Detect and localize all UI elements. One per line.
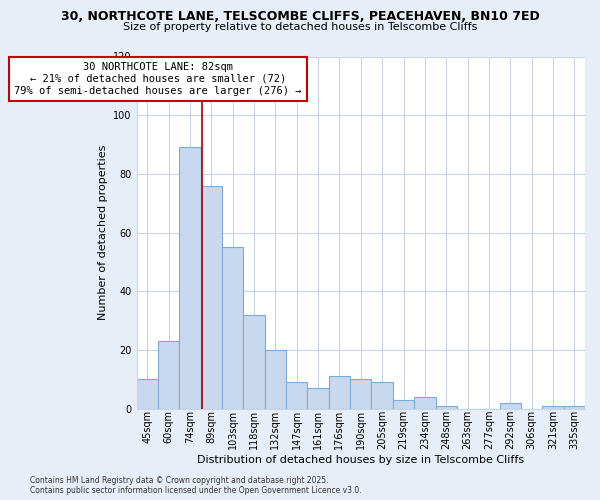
Bar xyxy=(563,406,585,408)
Bar xyxy=(286,382,307,408)
Bar xyxy=(137,379,158,408)
X-axis label: Distribution of detached houses by size in Telscombe Cliffs: Distribution of detached houses by size … xyxy=(197,455,524,465)
Bar xyxy=(265,350,286,408)
Bar xyxy=(350,379,371,408)
Text: Contains HM Land Registry data © Crown copyright and database right 2025.
Contai: Contains HM Land Registry data © Crown c… xyxy=(30,476,362,495)
Bar xyxy=(500,402,521,408)
Bar xyxy=(179,148,200,408)
Y-axis label: Number of detached properties: Number of detached properties xyxy=(98,145,107,320)
Bar xyxy=(542,406,563,408)
Bar xyxy=(436,406,457,408)
Bar xyxy=(158,341,179,408)
Bar xyxy=(222,247,244,408)
Bar xyxy=(307,388,329,408)
Bar xyxy=(244,314,265,408)
Bar xyxy=(200,186,222,408)
Bar xyxy=(329,376,350,408)
Text: 30, NORTHCOTE LANE, TELSCOMBE CLIFFS, PEACEHAVEN, BN10 7ED: 30, NORTHCOTE LANE, TELSCOMBE CLIFFS, PE… xyxy=(61,10,539,23)
Text: Size of property relative to detached houses in Telscombe Cliffs: Size of property relative to detached ho… xyxy=(123,22,477,32)
Bar xyxy=(414,397,436,408)
Bar xyxy=(371,382,393,408)
Bar xyxy=(393,400,414,408)
Text: 30 NORTHCOTE LANE: 82sqm
← 21% of detached houses are smaller (72)
79% of semi-d: 30 NORTHCOTE LANE: 82sqm ← 21% of detach… xyxy=(14,62,302,96)
